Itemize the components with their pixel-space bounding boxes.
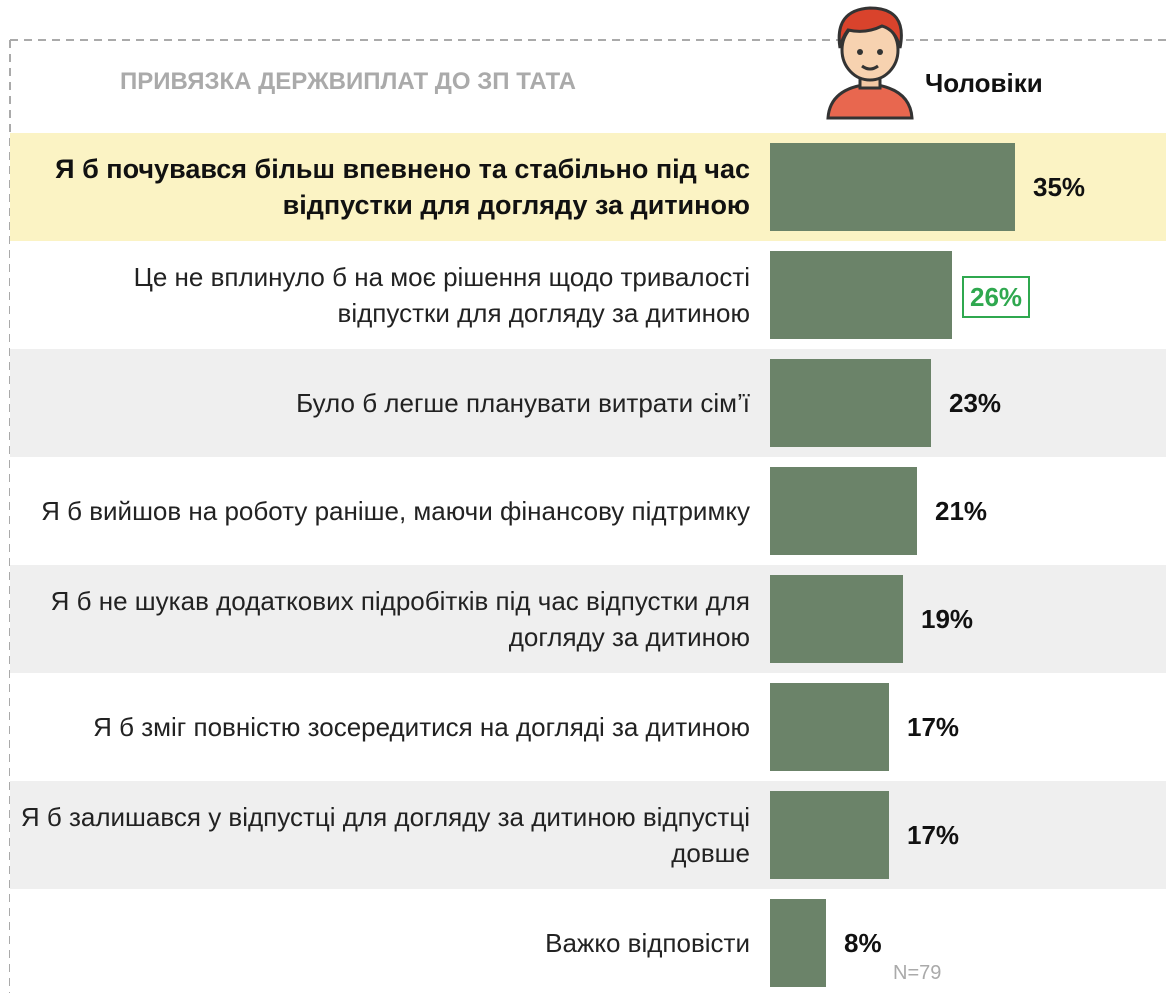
- value-label: 8%: [844, 927, 882, 958]
- row-background: [10, 349, 1166, 457]
- category-label: Це не вплинуло б на моє рішення щодо три…: [133, 262, 750, 328]
- row-background: [10, 457, 1166, 565]
- bar: [770, 683, 889, 771]
- category-label: Я б не шукав додаткових підробітків під …: [50, 586, 750, 652]
- bar: [770, 251, 952, 339]
- group-label: Чоловіки: [925, 68, 1043, 98]
- value-label: 17%: [907, 711, 960, 742]
- category-label: Я б почувався більш впевнено та стабільн…: [55, 154, 750, 220]
- row-background: [10, 565, 1166, 673]
- value-label: 21%: [935, 495, 988, 526]
- value-label: 17%: [907, 819, 960, 850]
- value-label: 23%: [949, 387, 1002, 418]
- category-label: Я б вийшов на роботу раніше, маючи фінан…: [41, 496, 750, 526]
- avatar-icon: [826, 6, 914, 120]
- value-label: 26%: [962, 276, 1031, 318]
- row-background: [10, 781, 1166, 889]
- category-label: Було б легше планувати витрати сім’ї: [296, 388, 750, 418]
- bar: [770, 359, 931, 447]
- bar: [770, 575, 903, 663]
- bar: [770, 899, 826, 987]
- category-label: Важко відповісти: [545, 928, 750, 958]
- chart-title: ПРИВЯЗКА ДЕРЖВИПЛАТ ДО ЗП ТАТА: [120, 68, 576, 95]
- sample-note: N=79: [893, 962, 942, 984]
- value-label: 35%: [1033, 171, 1086, 202]
- bar: [770, 143, 1015, 231]
- row-background: [10, 241, 1166, 349]
- category-label: Я б залишався у відпустці для догляду за…: [20, 802, 750, 868]
- row-background: [10, 889, 1166, 993]
- row-background: [10, 673, 1166, 781]
- bar: [770, 467, 917, 555]
- bar: [770, 791, 889, 879]
- category-label: Я б зміг повністю зосередитися на догляд…: [93, 712, 750, 742]
- value-label: 19%: [921, 603, 974, 634]
